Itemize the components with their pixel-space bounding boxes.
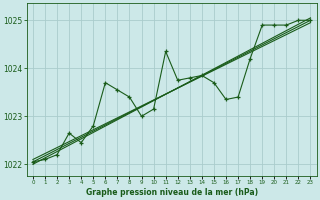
X-axis label: Graphe pression niveau de la mer (hPa): Graphe pression niveau de la mer (hPa)	[86, 188, 258, 197]
